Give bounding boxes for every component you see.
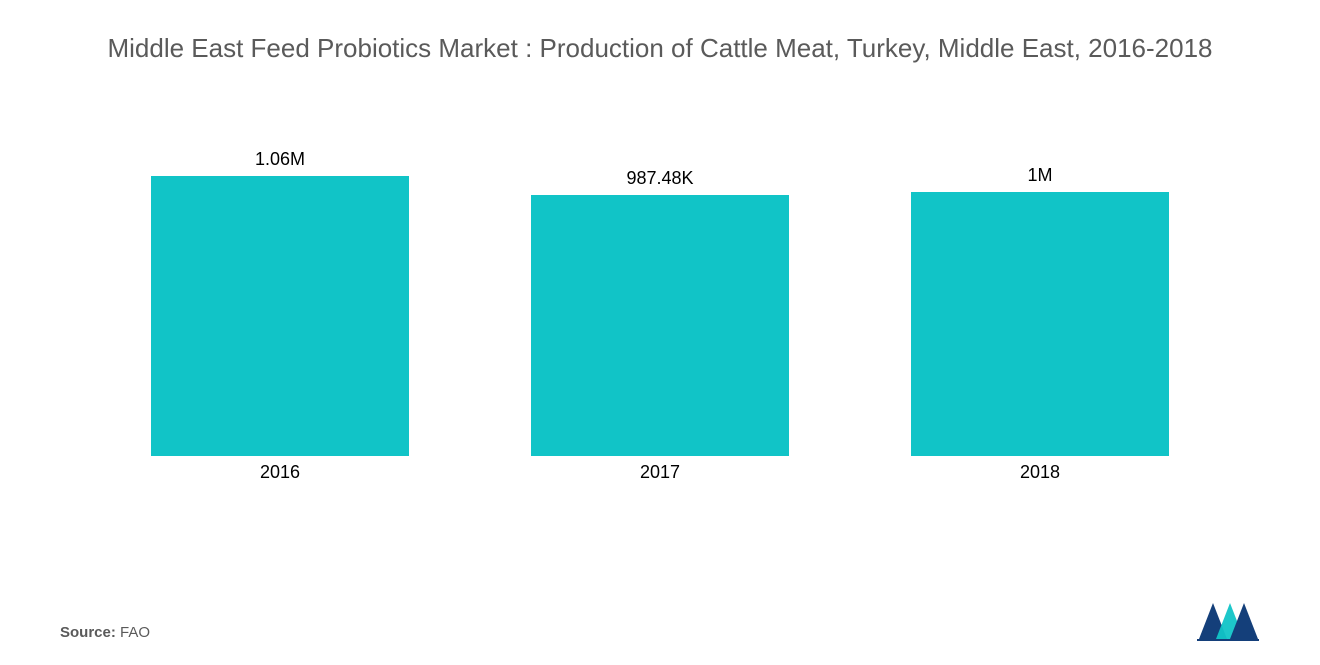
bar-column: 1.06M — [150, 149, 410, 456]
x-axis-tick-label: 2018 — [910, 462, 1170, 483]
bar-rect — [151, 176, 409, 456]
x-axis-labels: 2016 2017 2018 — [60, 462, 1260, 483]
source-value-text: FAO — [120, 624, 150, 641]
brand-logo-icon — [1196, 597, 1260, 641]
chart-footer: Source: FAO — [60, 597, 1260, 641]
bar-column: 987.48K — [530, 168, 790, 456]
x-axis-tick-label: 2016 — [150, 462, 410, 483]
source-label: Source: — [60, 624, 116, 641]
bar-value-label: 987.48K — [626, 168, 693, 189]
bar-value-label: 1.06M — [255, 149, 305, 170]
source-attribution: Source: FAO — [60, 624, 150, 641]
chart-plot-area: 1.06M 987.48K 1M — [60, 136, 1260, 456]
bar-value-label: 1M — [1027, 165, 1052, 186]
x-axis-tick-label: 2017 — [530, 462, 790, 483]
bar-rect — [911, 192, 1169, 456]
chart-title: Middle East Feed Probiotics Market : Pro… — [60, 30, 1260, 66]
bar-rect — [531, 195, 789, 456]
bar-column: 1M — [910, 165, 1170, 456]
